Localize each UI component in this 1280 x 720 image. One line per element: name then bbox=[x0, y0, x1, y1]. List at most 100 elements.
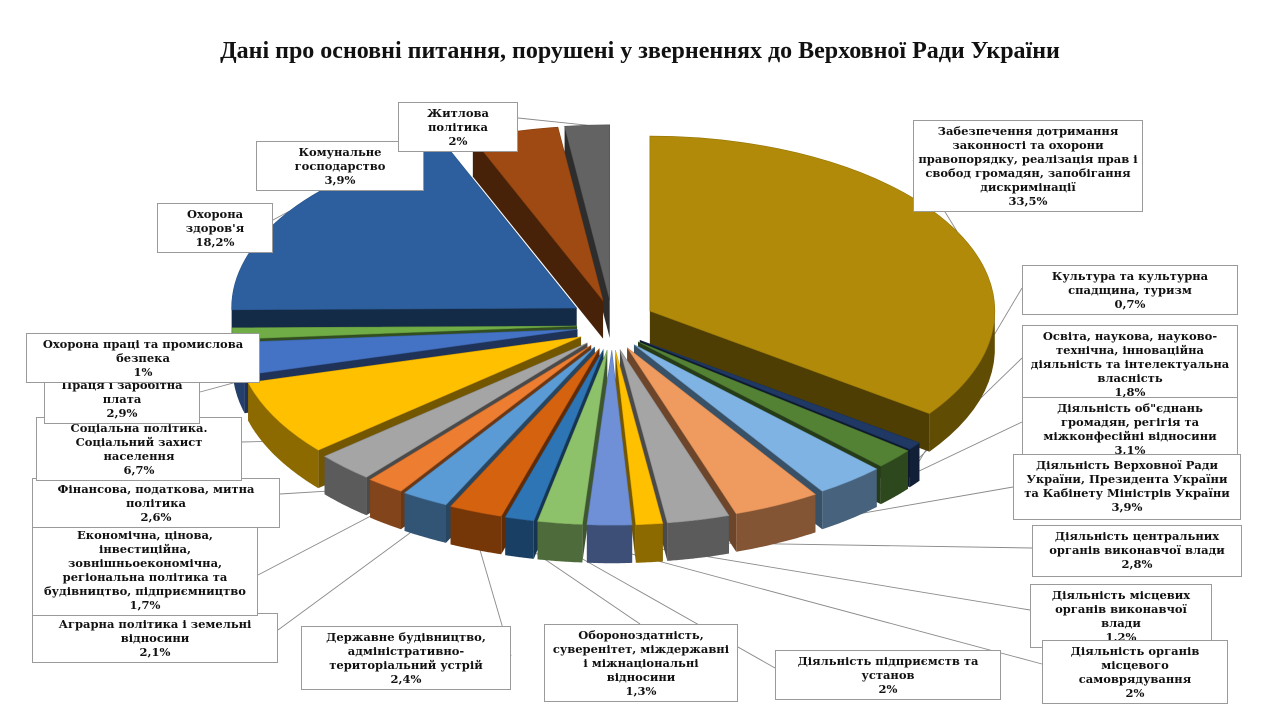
leader-line bbox=[277, 521, 426, 631]
slice-rim bbox=[370, 479, 401, 530]
slice-rim bbox=[909, 442, 920, 488]
slice-label-text: Аграрна політика і земельні відносини bbox=[58, 617, 252, 645]
slice-label: Житлова політика 2% bbox=[398, 102, 518, 152]
slice-value: 3,9% bbox=[1111, 500, 1143, 514]
slice-value: 2,6% bbox=[140, 510, 172, 524]
slice-side-face bbox=[649, 311, 930, 452]
leader-line bbox=[609, 547, 1043, 665]
slice-label: Обороноздатність, суверенітет, міждержав… bbox=[544, 624, 738, 702]
slice-label: Забезпечення дотримання законності та ох… bbox=[913, 120, 1143, 212]
slice-rim bbox=[450, 506, 502, 555]
leader-line bbox=[199, 381, 238, 393]
slice-side-face bbox=[615, 350, 636, 563]
slice-value: 3,1% bbox=[1114, 443, 1146, 457]
slice-rim bbox=[667, 515, 729, 561]
slice-value: 1,8% bbox=[1114, 385, 1146, 399]
slice-value: 2,9% bbox=[106, 406, 138, 420]
pie-slice bbox=[619, 349, 730, 524]
pie-slice bbox=[639, 339, 921, 450]
pie-slice bbox=[537, 349, 608, 525]
slice-side-face bbox=[472, 138, 604, 339]
slice-label-text: Культура та культурна спадщина, туризм bbox=[1051, 269, 1209, 297]
slice-value: 2% bbox=[878, 682, 898, 696]
slice-value: 33,5% bbox=[1008, 194, 1048, 208]
slice-label-text: Державне будівництво, адміністративно-те… bbox=[326, 630, 486, 672]
pie-slice bbox=[586, 350, 633, 526]
slice-label: Діяльність Верховної Ради України, Прези… bbox=[1013, 454, 1241, 520]
pie-slice bbox=[450, 348, 600, 517]
pie-slice bbox=[247, 336, 582, 451]
slice-label-text: Діяльність об"єднань громадян, регігія т… bbox=[1043, 401, 1217, 443]
pie-slice bbox=[615, 349, 664, 526]
pie-slice bbox=[626, 347, 817, 515]
slice-label: Діяльність підприємств та установ 2% bbox=[775, 650, 1001, 700]
slice-label-text: Діяльність Верховної Ради України, Прези… bbox=[1024, 458, 1230, 500]
pie-slice bbox=[369, 344, 592, 492]
slice-rim bbox=[505, 517, 534, 559]
slice-label: Соціальна політика. Соціальний захист на… bbox=[36, 417, 242, 481]
leader-line bbox=[559, 545, 776, 669]
leader-line bbox=[272, 210, 290, 221]
leader-line bbox=[517, 117, 588, 126]
slice-value: 2,1% bbox=[139, 645, 171, 659]
slice-value: 2% bbox=[448, 134, 468, 148]
pie-slice bbox=[564, 124, 611, 300]
slice-rim bbox=[537, 521, 583, 563]
slice-label-text: Діяльність центральних органів виконавчо… bbox=[1049, 529, 1225, 557]
slice-label-text: Соціальна політика. Соціальний захист на… bbox=[70, 421, 208, 463]
slice-label-text: Фінансова, податкова, митна політика bbox=[57, 482, 255, 510]
slice-label-text: Обороноздатність, суверенітет, міждержав… bbox=[552, 628, 730, 684]
pie-slice bbox=[403, 346, 595, 506]
slice-label-text: Забезпечення дотримання законності та ох… bbox=[918, 124, 1138, 194]
pie-slice bbox=[637, 341, 909, 467]
slice-label-text: Освіта, наукова, науково-технічна, іннов… bbox=[1030, 329, 1230, 385]
slice-label: Охорона здоров'я 18,2% bbox=[157, 203, 273, 253]
slice-label-text: Діяльність органів місцевого самоврядува… bbox=[1070, 644, 1200, 686]
slice-value: 2,8% bbox=[1121, 557, 1153, 571]
slice-rim bbox=[736, 494, 816, 552]
slice-value: 6,7% bbox=[123, 463, 155, 477]
slice-tops bbox=[231, 124, 996, 526]
slice-label: Діяльність органів місцевого самоврядува… bbox=[1042, 640, 1228, 704]
slice-rim bbox=[324, 456, 367, 516]
slice-value: 1% bbox=[133, 365, 153, 379]
leader-line bbox=[257, 508, 386, 576]
pie-slice bbox=[633, 344, 878, 492]
slice-value: 0,7% bbox=[1114, 297, 1146, 311]
slice-label: Фінансова, податкова, митна політика 2,6% bbox=[32, 478, 280, 528]
slice-value: 1,7% bbox=[129, 598, 161, 612]
slice-label: Освіта, наукова, науково-технічна, іннов… bbox=[1022, 325, 1238, 403]
slice-label: Культура та культурна спадщина, туризм 0,… bbox=[1022, 265, 1238, 315]
slice-label: Діяльність об"єднань громадян, регігія т… bbox=[1022, 397, 1238, 461]
slice-value: 2,4% bbox=[390, 672, 422, 686]
slice-rim bbox=[822, 469, 877, 530]
slice-label: Охорона праці та промислова безпека 1% bbox=[26, 333, 260, 383]
slice-label-text: Комунальне господарство bbox=[294, 145, 386, 173]
slice-rim bbox=[404, 493, 446, 543]
slice-label-text: Охорона праці та промислова безпека bbox=[42, 337, 244, 365]
pie-slice bbox=[504, 349, 604, 522]
slice-value: 18,2% bbox=[195, 235, 235, 249]
leader-line bbox=[649, 546, 1031, 611]
pie-slice bbox=[649, 135, 996, 415]
slice-label: Економічна, цінова, інвестиційна, зовніш… bbox=[32, 524, 258, 616]
slice-value: 2% bbox=[1125, 686, 1145, 700]
slice-value: 1,3% bbox=[625, 684, 657, 698]
slice-label-text: Житлова політика bbox=[427, 106, 489, 134]
slice-label: Комунальне господарство 3,9% bbox=[256, 141, 424, 191]
slice-rim bbox=[929, 315, 995, 452]
slice-rim bbox=[248, 382, 319, 489]
slice-rim bbox=[635, 523, 663, 563]
slice-label: Аграрна політика і земельні відносини 2,1… bbox=[32, 613, 278, 663]
slice-label: Діяльність центральних органів виконавчо… bbox=[1032, 525, 1242, 577]
slice-side-face bbox=[370, 345, 592, 518]
slice-label: Державне будівництво, адміністративно-те… bbox=[301, 626, 511, 690]
slice-label-text: Діяльність підприємств та установ bbox=[797, 654, 979, 682]
slice-rim bbox=[880, 450, 908, 505]
slice-label-text: Діяльність місцевих органів виконавчої в… bbox=[1051, 588, 1191, 630]
slice-label-text: Охорона здоров'я bbox=[185, 207, 245, 235]
chart-title: Дані про основні питання, порушені у зве… bbox=[220, 38, 1060, 64]
slice-label: Діяльність місцевих органів виконавчої в… bbox=[1030, 584, 1212, 648]
slice-rim bbox=[586, 524, 633, 564]
